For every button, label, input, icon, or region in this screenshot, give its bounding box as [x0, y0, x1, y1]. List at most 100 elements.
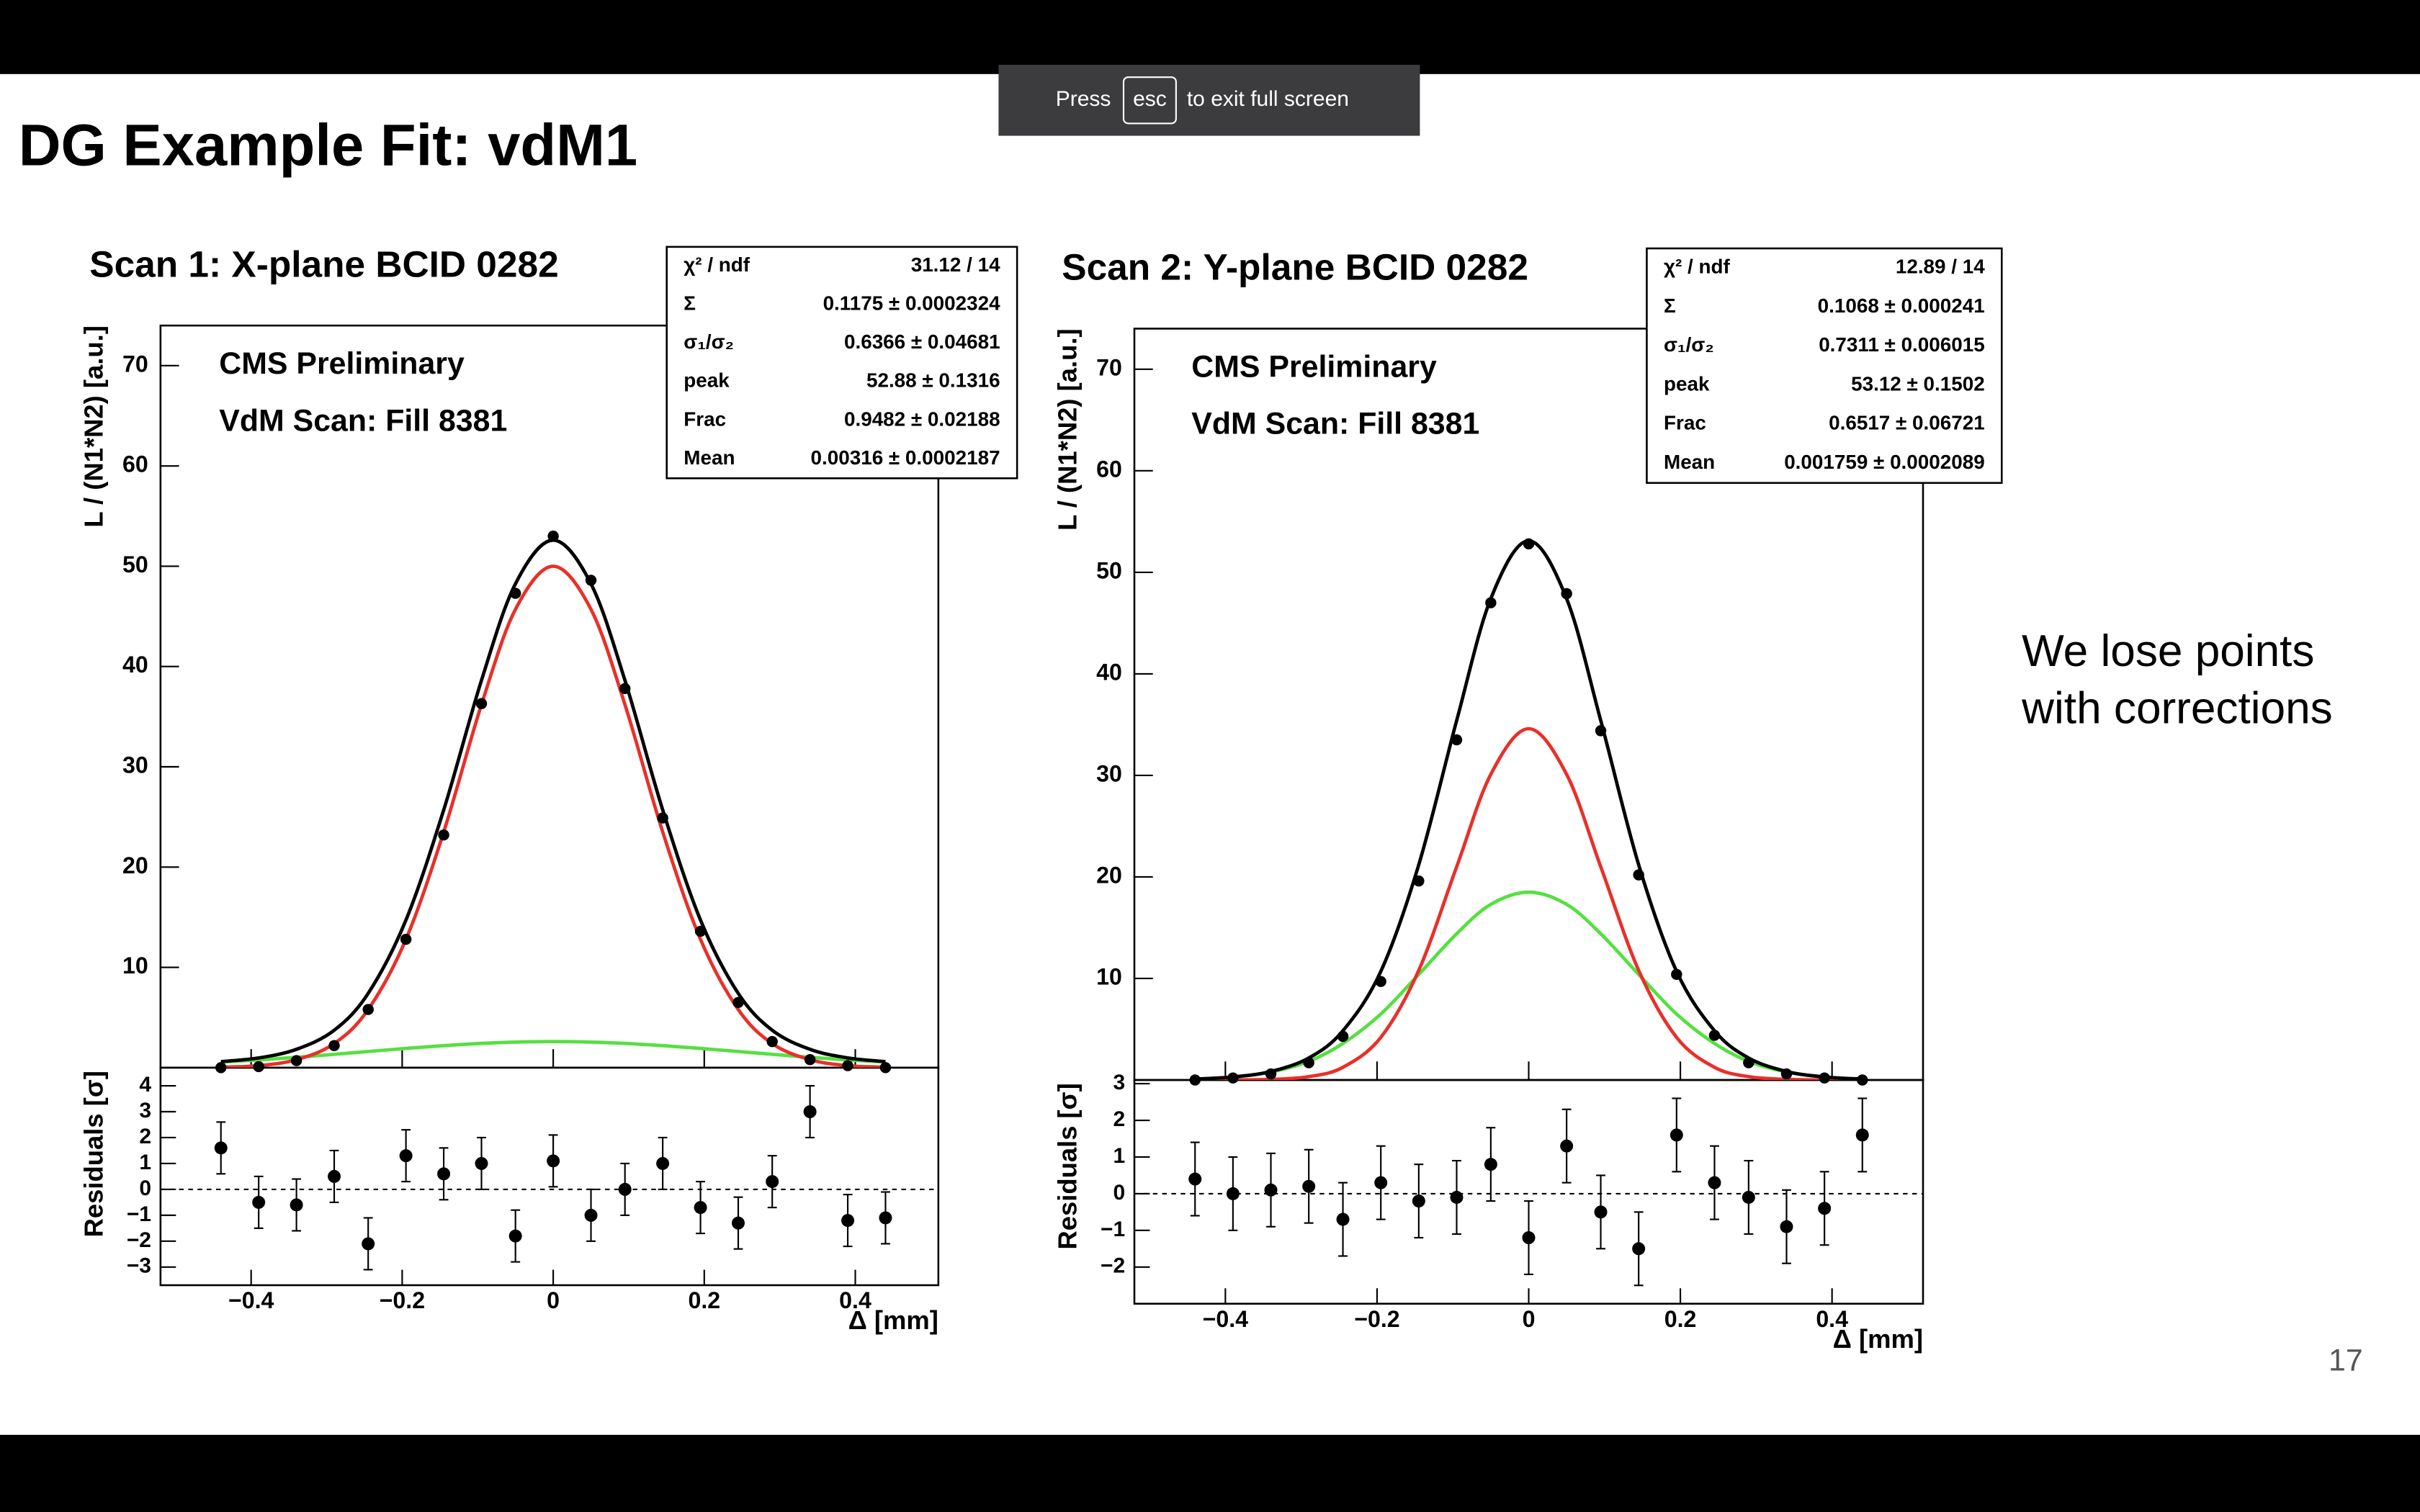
data-point	[1633, 869, 1644, 881]
residual-point	[803, 1105, 817, 1119]
x-tick-label: 0	[547, 1287, 560, 1313]
stats-value: 0.00316 ± 0.0002187	[811, 446, 1000, 469]
side-note: with corrections	[2021, 683, 2333, 733]
residual-point	[694, 1201, 707, 1215]
data-point	[253, 1061, 264, 1073]
residual-y-tick-label: −1	[1101, 1218, 1125, 1241]
banner-text: Press	[1056, 87, 1111, 111]
stats-value: 0.7311 ± 0.006015	[1819, 333, 1985, 356]
residual-axis-label: Residuals [σ]	[1053, 1083, 1083, 1249]
residual-y-tick-label: 1	[139, 1151, 151, 1174]
y-tick-label: 40	[1096, 659, 1122, 685]
data-point	[438, 829, 449, 841]
stats-label: Mean	[684, 446, 735, 469]
residual-point	[1632, 1242, 1646, 1256]
x-tick-label: −0.4	[1203, 1306, 1249, 1332]
residual-y-tick-label: 2	[1113, 1107, 1125, 1131]
residual-point	[1226, 1187, 1240, 1200]
stats-label: peak	[684, 369, 730, 392]
data-point	[1189, 1074, 1201, 1086]
data-point	[1337, 1030, 1349, 1043]
data-point	[290, 1055, 302, 1066]
plot-title: Scan 1: X-plane BCID 0282	[89, 243, 558, 284]
residual-y-tick-label: 1	[1113, 1144, 1125, 1168]
residual-point	[508, 1229, 522, 1243]
residual-point	[399, 1149, 413, 1163]
residual-point	[1560, 1139, 1574, 1153]
stats-value: 53.12 ± 0.1502	[1851, 372, 1985, 395]
data-point	[1595, 725, 1607, 737]
stats-value: 0.1068 ± 0.000241	[1818, 294, 1985, 317]
y-tick-label: 60	[122, 451, 148, 477]
residual-point	[618, 1182, 632, 1196]
side-note: We lose points	[2022, 626, 2314, 676]
data-point	[1523, 538, 1535, 550]
y-tick-label: 30	[122, 752, 148, 778]
data-point	[1485, 597, 1497, 608]
residual-point	[1264, 1183, 1278, 1197]
page-number: 17	[2329, 1343, 2363, 1377]
residual-point	[766, 1175, 779, 1189]
residual-point	[1780, 1220, 1793, 1233]
residual-point	[1450, 1190, 1464, 1204]
y-tick-label: 70	[1096, 354, 1122, 380]
data-point	[879, 1062, 892, 1074]
stats-value: 0.9482 ± 0.02188	[844, 408, 1000, 430]
residual-point	[879, 1211, 892, 1225]
stats-label: Frac	[684, 408, 726, 430]
data-point	[362, 1004, 374, 1015]
stats-label: Frac	[1664, 412, 1706, 434]
residual-point	[252, 1195, 266, 1209]
data-point	[619, 683, 631, 695]
stats-value: 0.6517 ± 0.06721	[1829, 412, 1985, 434]
data-point	[1857, 1074, 1868, 1086]
fit-curve	[220, 1040, 886, 1064]
y-tick-label: 60	[1096, 456, 1122, 482]
y-tick-label: 50	[1096, 557, 1122, 583]
y-tick-label: 10	[1096, 963, 1122, 989]
residual-point	[841, 1214, 855, 1228]
data-point	[1780, 1068, 1793, 1080]
x-tick-label: −0.4	[228, 1287, 274, 1313]
banner-background	[998, 65, 1420, 136]
data-point	[400, 933, 412, 945]
plot-title: Scan 2: Y-plane BCID 0282	[1062, 246, 1528, 288]
residual-point	[1188, 1172, 1202, 1186]
x-axis-label: Δ [mm]	[1833, 1324, 1923, 1354]
y-tick-label: 70	[122, 351, 148, 377]
data-point	[585, 575, 597, 586]
annotation: VdM Scan: Fill 8381	[219, 403, 507, 438]
data-point	[732, 996, 744, 1009]
y-tick-label: 40	[122, 652, 148, 678]
residual-point	[1302, 1179, 1316, 1193]
stats-label: χ² / ndf	[684, 253, 750, 276]
y-axis-label: L / (N1*N2) [a.u.]	[1053, 328, 1083, 531]
data-point	[1743, 1057, 1754, 1068]
residual-y-tick-label: 4	[139, 1073, 151, 1097]
y-tick-label: 50	[122, 552, 148, 577]
residual-point	[1855, 1128, 1869, 1142]
data-point	[1303, 1057, 1314, 1068]
data-point	[766, 1035, 778, 1048]
residual-point	[1522, 1231, 1536, 1245]
residual-y-tick-label: −2	[127, 1228, 151, 1252]
stats-label: Mean	[1664, 451, 1715, 473]
data-point	[842, 1060, 853, 1071]
residual-y-tick-label: 3	[1113, 1071, 1125, 1094]
stats-label: peak	[1664, 372, 1710, 395]
residual-point	[547, 1154, 560, 1168]
residual-point	[437, 1167, 451, 1181]
data-point	[694, 925, 707, 937]
key-box	[1122, 76, 1177, 125]
residual-y-tick-label: 2	[139, 1125, 151, 1148]
residual-frame	[159, 1066, 940, 1287]
residual-y-tick-label: 0	[1113, 1181, 1125, 1205]
stats-box	[1646, 247, 2003, 484]
x-tick-label: 0.4	[839, 1287, 871, 1313]
residual-point	[290, 1198, 303, 1212]
x-tick-label: 0.2	[688, 1287, 720, 1313]
data-point	[475, 698, 488, 709]
residual-y-tick-label: 3	[139, 1099, 151, 1122]
x-axis-label: Δ [mm]	[848, 1305, 938, 1335]
residual-point	[1594, 1205, 1608, 1219]
